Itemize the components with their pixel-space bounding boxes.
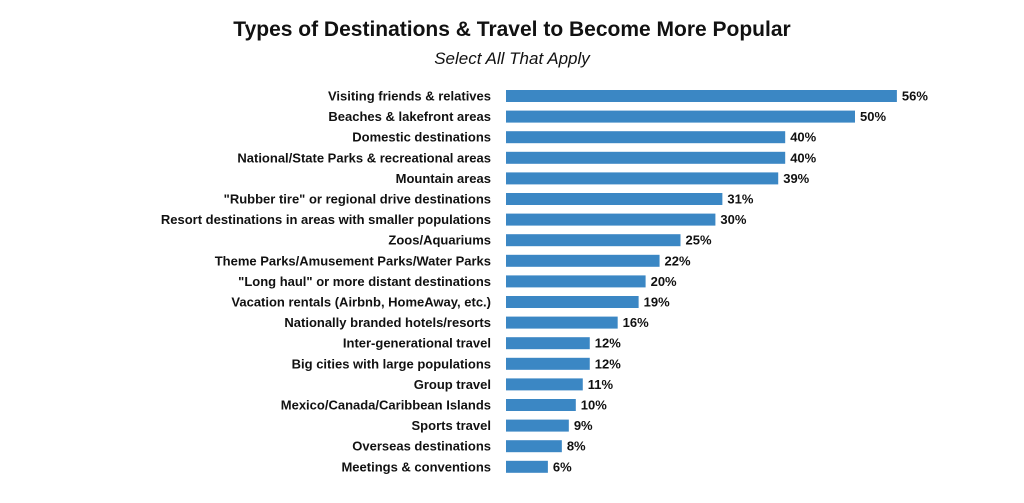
bar — [506, 234, 681, 247]
category-label: Meetings & conventions — [341, 459, 491, 474]
category-label: Overseas destinations — [352, 439, 491, 454]
value-label: 31% — [727, 192, 753, 207]
value-label: 6% — [553, 459, 572, 474]
bar — [506, 296, 639, 308]
value-label: 8% — [567, 439, 586, 454]
value-label: 56% — [902, 89, 928, 104]
category-label: Visiting friends & relatives — [328, 89, 491, 104]
chart-title: Types of Destinations & Travel to Become… — [233, 18, 791, 41]
category-label: Resort destinations in areas with smalle… — [161, 212, 491, 227]
bar — [506, 316, 618, 329]
value-label: 9% — [574, 418, 593, 433]
category-label: Big cities with large populations — [292, 356, 491, 371]
value-label: 39% — [783, 171, 809, 186]
category-label: Nationally branded hotels/resorts — [284, 315, 491, 330]
bar — [506, 440, 562, 453]
bar — [506, 254, 660, 267]
value-label: 30% — [720, 212, 746, 227]
bar — [506, 460, 548, 473]
bar — [506, 399, 576, 411]
bar — [506, 90, 897, 102]
value-label: 40% — [790, 150, 816, 165]
value-label: 25% — [686, 233, 712, 248]
value-label: 22% — [665, 253, 691, 268]
value-label: 19% — [644, 295, 670, 310]
value-label: 10% — [581, 398, 607, 413]
category-label: Sports travel — [412, 418, 491, 433]
bar — [506, 172, 779, 185]
bar — [506, 357, 590, 370]
bar — [506, 193, 723, 205]
bar — [506, 337, 590, 350]
bar — [506, 275, 646, 288]
bar — [506, 419, 569, 432]
value-label: 20% — [651, 274, 677, 289]
bar — [506, 213, 716, 226]
category-label: Group travel — [414, 377, 491, 392]
bar — [506, 151, 786, 164]
bar — [506, 378, 583, 391]
category-label: Theme Parks/Amusement Parks/Water Parks — [215, 253, 491, 268]
value-label: 16% — [623, 315, 649, 330]
value-label: 40% — [790, 130, 816, 145]
value-label: 50% — [860, 109, 886, 124]
value-label: 12% — [595, 336, 621, 351]
category-label: Inter-generational travel — [343, 336, 491, 351]
category-label: Beaches & lakefront areas — [328, 109, 491, 124]
category-label: Zoos/Aquariums — [388, 233, 491, 248]
value-label: 12% — [595, 356, 621, 371]
bar — [506, 131, 786, 144]
category-label: Mexico/Canada/Caribbean Islands — [281, 398, 491, 413]
category-label: Mountain areas — [396, 171, 491, 186]
value-label: 11% — [588, 377, 614, 392]
category-label: "Long haul" or more distant destinations — [238, 274, 491, 289]
category-label: Vacation rentals (Airbnb, HomeAway, etc.… — [231, 295, 491, 310]
chart-subtitle: Select All That Apply — [434, 49, 590, 68]
category-label: National/State Parks & recreational area… — [237, 150, 491, 165]
category-label: Domestic destinations — [352, 130, 491, 145]
category-label: "Rubber tire" or regional drive destinat… — [224, 192, 491, 207]
bar — [506, 110, 855, 123]
